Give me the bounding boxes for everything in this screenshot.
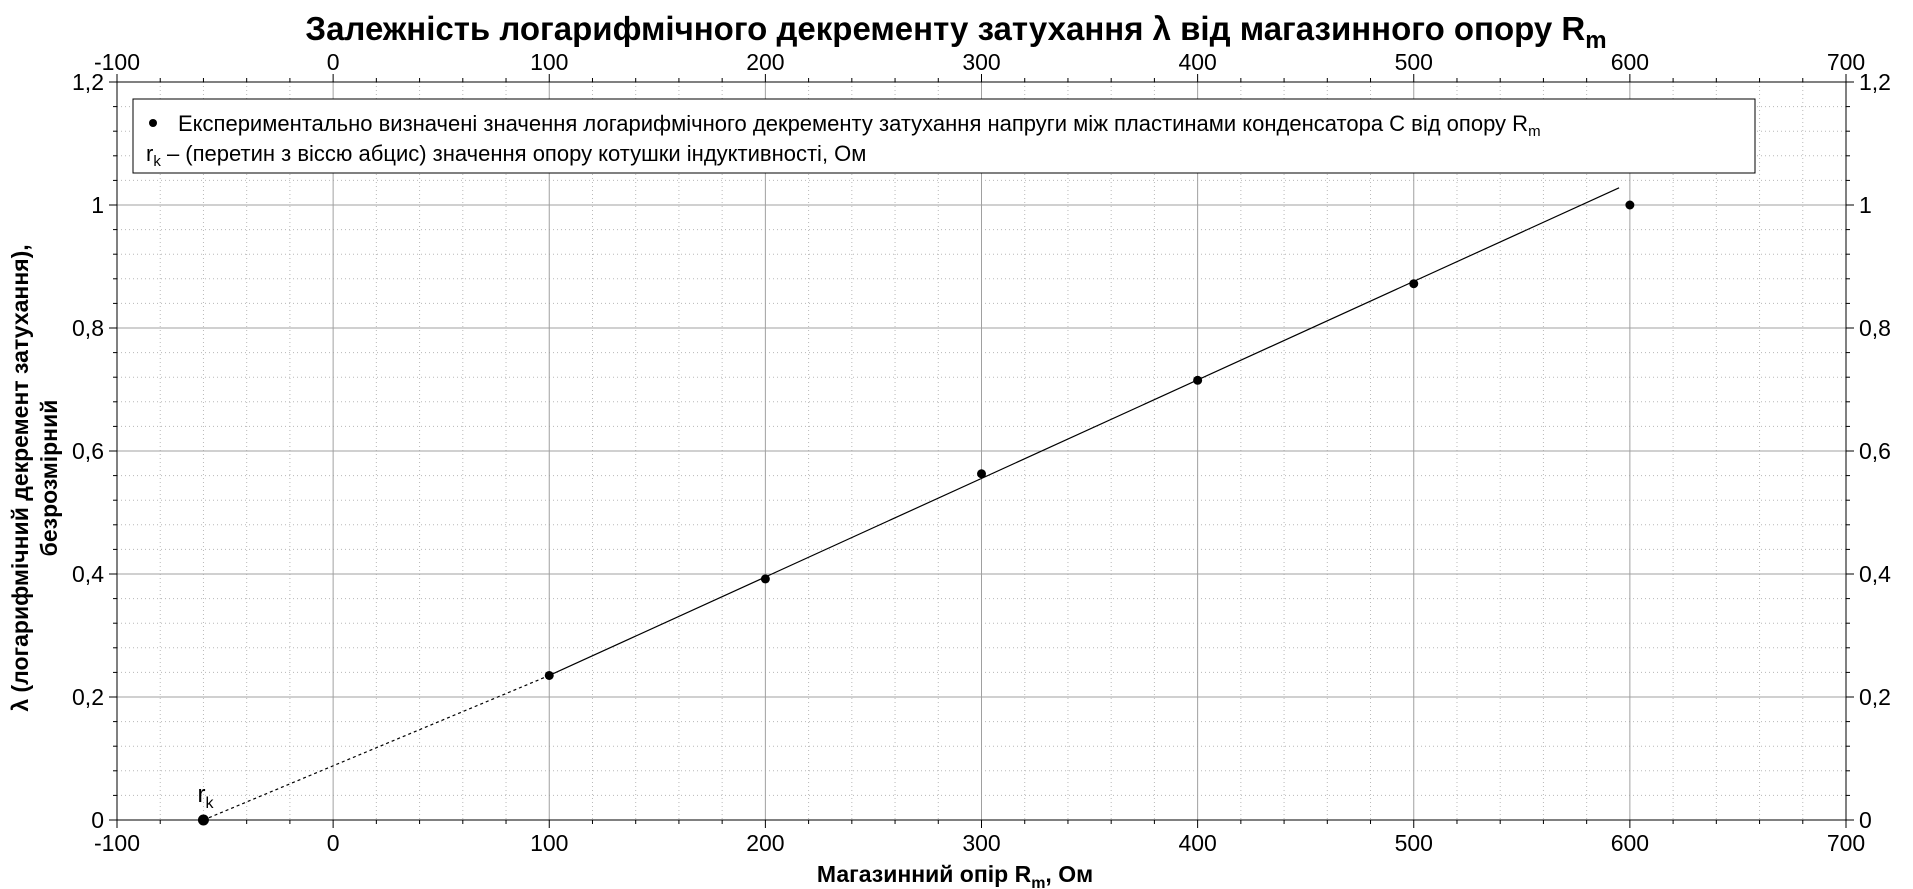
y-tick-label: 0 [91,807,104,833]
y-tick-label-right: 0 [1859,807,1872,833]
fit-line [549,187,1620,677]
data-point [977,469,986,479]
data-point [1409,279,1419,289]
y-axis-title-line2: безрозмірний [36,400,62,557]
x-tick-label-top: 200 [746,49,784,75]
x-tick-label: -100 [94,830,140,856]
major-grid [117,82,1846,820]
x-tick-label: 200 [746,830,784,856]
y-tick-label-right: 0,8 [1859,315,1891,341]
x-tick-label: 600 [1611,830,1649,856]
rk-point [197,814,209,826]
y-tick-label: 0,6 [72,438,104,464]
legend: Експериментально визначені значення лога… [132,98,1756,174]
data-point [760,574,770,584]
data-points [197,200,1635,826]
y-tick-label: 0,8 [72,315,104,341]
y-tick-label: 0,2 [72,684,104,710]
x-tick-label: 500 [1395,830,1433,856]
x-tick-label-top: 600 [1611,49,1649,75]
x-tick-label-top: 300 [962,49,1000,75]
y-tick-label: 0,4 [72,561,104,587]
x-tick-label: 300 [962,830,1000,856]
y-tick-label-right: 1,2 [1859,69,1891,95]
x-tick-label: 400 [1178,830,1216,856]
tick-labels: -100-10000100100200200300300400400500500… [72,49,1891,856]
tick-marks [109,74,1854,828]
data-point [544,670,554,680]
x-tick-label-top: 0 [327,49,340,75]
y-tick-label-right: 0,2 [1859,684,1891,710]
x-tick-label-top: 100 [530,49,568,75]
legend-entry-rk: rk – (перетин з віссю абцис) значення оп… [146,141,866,170]
x-tick-label-top: 500 [1395,49,1433,75]
legend-entry-points: Експериментально визначені значення лога… [178,111,1541,140]
chart-title: Залежність логарифмічного декременту зат… [305,10,1606,54]
x-axis-title: Магазинний опір Rm, Ом [817,861,1093,889]
y-tick-label: 1,2 [72,69,104,95]
data-point [1625,200,1635,210]
y-axis-title-line1: λ (логарифмічний декремент затухання), [7,244,33,711]
x-tick-label-top: 700 [1827,49,1865,75]
x-tick-label-top: -100 [94,49,140,75]
x-tick-label-top: 400 [1178,49,1216,75]
rk-annotation: rk [197,781,214,812]
x-tick-label: 700 [1827,830,1865,856]
x-tick-label: 100 [530,830,568,856]
x-tick-label: 0 [327,830,340,856]
y-tick-label-right: 1 [1859,192,1872,218]
y-tick-label-right: 0,4 [1859,561,1891,587]
y-tick-label-right: 0,6 [1859,438,1891,464]
legend-marker-point [149,119,157,127]
legend-box [132,98,1756,174]
y-tick-label: 1 [91,192,104,218]
y-axis-title: λ (логарифмічний декремент затухання), б… [7,244,62,711]
extrapolation-line [203,674,550,821]
data-point [1193,375,1203,385]
